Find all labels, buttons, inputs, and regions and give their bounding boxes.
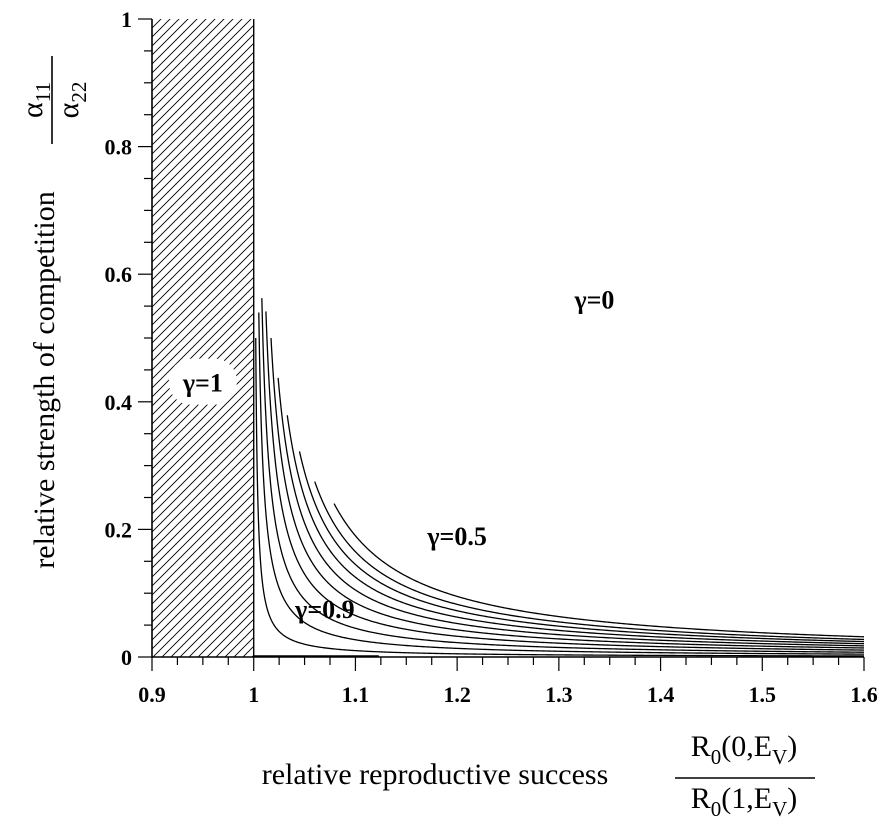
contour-curves: [254, 19, 864, 657]
contour-curve-10: [334, 504, 864, 637]
x-tick-label: 1.1: [342, 682, 370, 707]
y-num-main: α: [16, 102, 49, 118]
hatched-region-gamma-1: [152, 19, 254, 657]
contour-curve-9: [315, 482, 864, 640]
contour-curve-4: [266, 311, 864, 650]
x-num-main: R: [691, 730, 711, 763]
x-fraction-denominator: R0(1,EV): [691, 782, 798, 821]
x-den-rest: (1,E: [721, 782, 772, 815]
y-axis-title: relative strength of competition: [28, 191, 61, 568]
x-den-main: R: [691, 782, 711, 815]
y-tick-label: 0.8: [105, 135, 133, 160]
x-num-close: ): [787, 730, 797, 763]
annotation-gamma-0-5: γ=0.5: [426, 522, 486, 551]
x-tick-label: 0.9: [138, 682, 166, 707]
y-tick-label: 0.2: [105, 517, 133, 542]
y-fraction-numerator: α11: [16, 82, 55, 118]
x-den-sub: 0: [711, 797, 722, 821]
contour-curve-6: [278, 378, 864, 646]
x-tick-label: 1.2: [443, 682, 471, 707]
x-num-sub: 0: [711, 745, 722, 769]
contour-curve-5: [271, 338, 864, 648]
x-tick-label: 1.3: [545, 682, 573, 707]
x-tick-label: 1.5: [749, 682, 777, 707]
annotation-gamma-0-9: γ=0.9: [294, 595, 354, 624]
hatch-fill: [152, 19, 254, 657]
x-axis-title: relative reproductive success: [262, 758, 609, 791]
y-den-main: α: [52, 102, 85, 118]
y-tick-label: 0: [121, 645, 132, 670]
y-den-sub: 22: [67, 82, 91, 103]
contour-curve-8: [299, 451, 864, 641]
y-tick-label: 1: [121, 7, 132, 32]
x-den-sub2: V: [772, 797, 787, 821]
y-tick-label: 0.6: [105, 262, 133, 287]
x-den-close: ): [787, 782, 797, 815]
x-fraction-numerator: R0(0,EV): [691, 730, 798, 769]
y-tick-label: 0.4: [105, 390, 133, 415]
y-axis-fraction: α11 α22: [16, 56, 91, 144]
x-num-sub2: V: [772, 745, 787, 769]
annotation-gamma-0: γ=0: [573, 286, 614, 315]
x-tick-label: 1.4: [647, 682, 675, 707]
x-axis-fraction: R0(0,EV) R0(1,EV): [675, 730, 815, 821]
x-tick-label: 1: [248, 682, 259, 707]
contour-curve-7: [287, 415, 864, 643]
x-num-rest: (0,E: [721, 730, 772, 763]
y-fraction-denominator: α22: [52, 82, 91, 119]
annotation-gamma-1: γ=1: [182, 369, 223, 398]
x-tick-label: 1.6: [850, 682, 878, 707]
